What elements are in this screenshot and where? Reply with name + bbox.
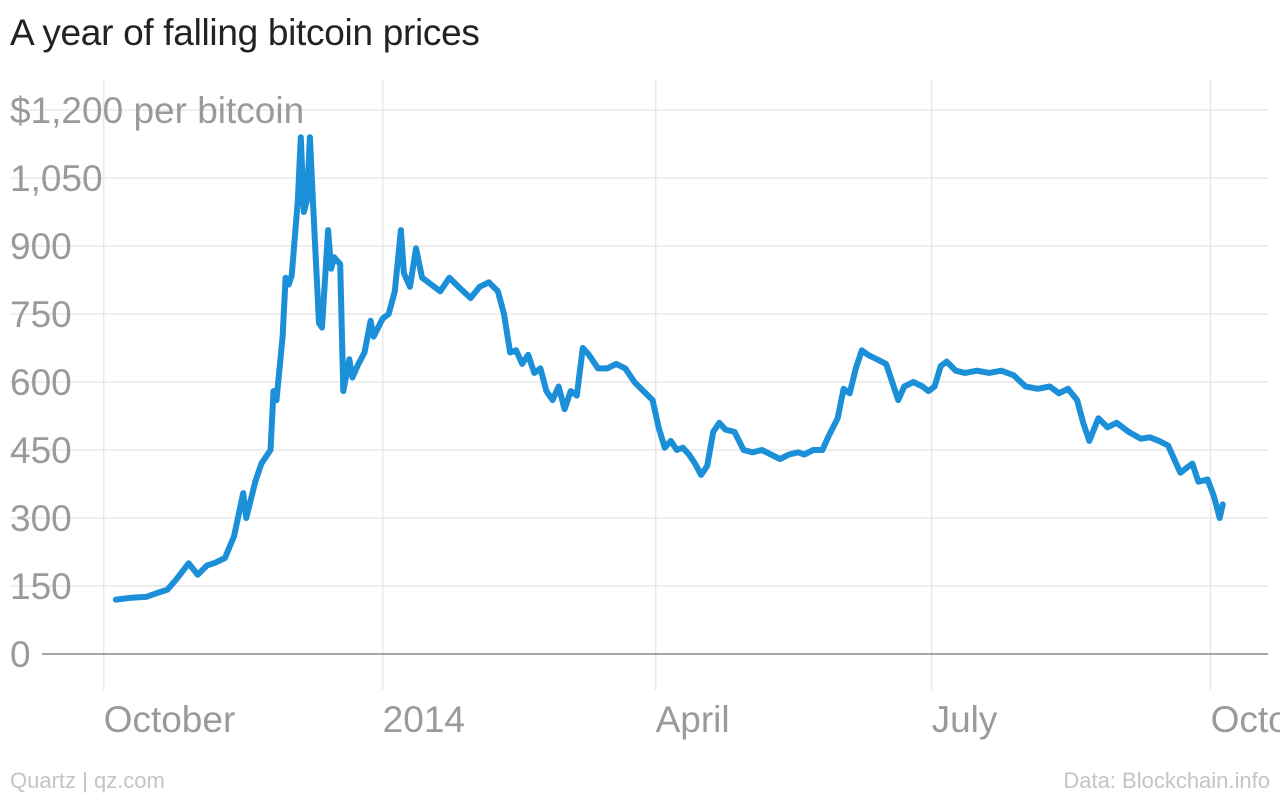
price-series-line [112,134,1226,603]
y-tick-label: 900 [10,226,72,267]
y-tick-label: 300 [10,498,72,539]
y-tick-label: 150 [10,566,72,607]
chart-title: A year of falling bitcoin prices [10,12,480,53]
x-tick-label: October [104,699,236,740]
y-tick-label: 0 [10,634,31,675]
x-tick-label: 2014 [383,699,465,740]
x-tick-label: April [656,699,730,740]
y-tick-label: 1,050 [10,158,103,199]
y-tick-label: $1,200 per bitcoin [10,90,304,131]
x-axis-ticks: October 2014 April July October [104,699,1280,740]
gridlines [10,80,1268,690]
data-source: Data: Blockchain.info [1063,768,1270,793]
x-tick-label: July [932,699,998,740]
y-tick-label: 750 [10,294,72,335]
y-axis-ticks: 0 150 300 450 600 750 900 1,050 $1,200 per bitco… [10,90,304,675]
source-credit: Quartz | qz.com [10,768,165,793]
x-tick-label: October [1211,699,1280,740]
y-tick-label: 450 [10,430,72,471]
y-tick-label: 600 [10,362,72,403]
